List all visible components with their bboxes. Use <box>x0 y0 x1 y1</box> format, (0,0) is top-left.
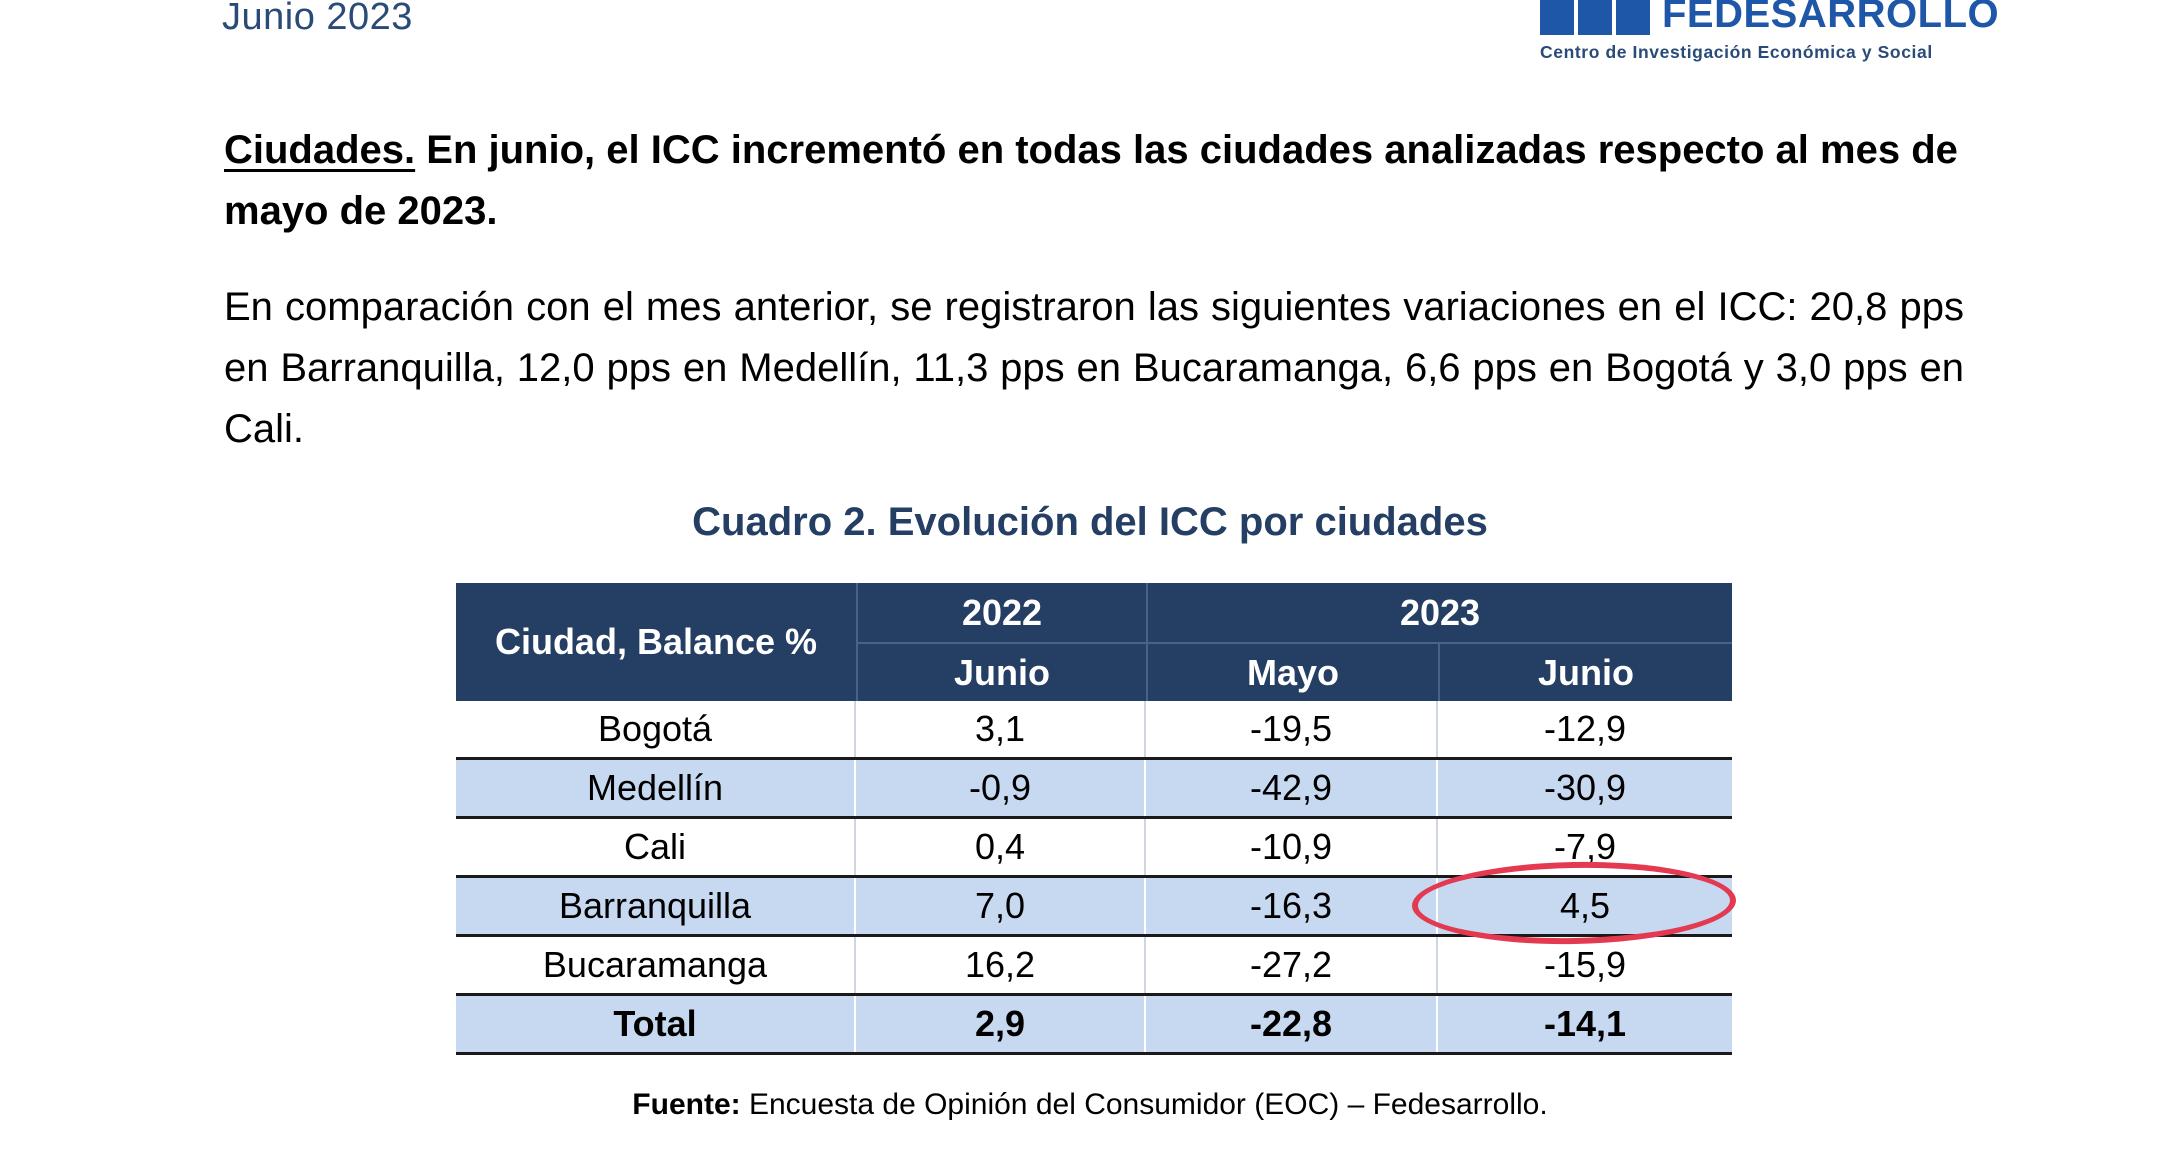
source-label: Fuente: <box>632 1088 741 1121</box>
table-row: Barranquilla 7,0 -16,3 4,5 <box>456 878 1732 937</box>
logo-name: FEDESARROLLO <box>1662 0 2000 36</box>
table-row: Medellín -0,9 -42,9 -30,9 <box>456 760 1732 819</box>
cell-jun-2023: -14,1 <box>1543 1003 1627 1044</box>
cell-jun-2022: 3,1 <box>856 701 1146 757</box>
cell-jun-2023: 4,5 <box>1559 885 1611 926</box>
cell-may-2023: -19,5 <box>1146 701 1438 757</box>
cell-jun-2023: -30,9 <box>1543 767 1627 808</box>
header-jun-2023: Junio <box>1538 651 1634 693</box>
source-note: Fuente: Encuesta de Opinión del Consumid… <box>0 1088 2180 1122</box>
table-row: Bogotá 3,1 -19,5 -12,9 <box>456 701 1732 760</box>
cell-may-2023: -42,9 <box>1146 760 1438 816</box>
cell-city: Bogotá <box>456 701 856 757</box>
table-total-row: Total 2,9 -22,8 -14,1 <box>456 996 1732 1055</box>
cell-jun-2022: -0,9 <box>856 760 1146 816</box>
cell-jun-2022: 2,9 <box>856 996 1146 1052</box>
cell-jun-2022: 0,4 <box>856 819 1146 875</box>
header-year-2022: 2022 <box>961 591 1043 633</box>
header-year-2023: 2023 <box>1399 591 1481 633</box>
cell-jun-2023: -12,9 <box>1543 708 1627 749</box>
fedesarrollo-logo: FEDESARROLLO Centro de Investigación Eco… <box>1540 0 1999 72</box>
section-heading: Ciudades. En junio, el ICC incrementó en… <box>224 120 1964 242</box>
cell-may-2023: -16,3 <box>1146 878 1438 934</box>
cell-city: Barranquilla <box>456 878 856 934</box>
table-row: Bucaramanga 16,2 -27,2 -15,9 <box>456 937 1732 996</box>
cell-city: Cali <box>456 819 856 875</box>
cell-may-2023: -10,9 <box>1146 819 1438 875</box>
logo-mark-icon <box>1540 0 1650 35</box>
cell-city: Medellín <box>456 760 856 816</box>
section-heading-label: Ciudades. <box>224 128 416 172</box>
report-date: Junio 2023 <box>222 0 413 38</box>
body-paragraph: En comparación con el mes anterior, se r… <box>224 285 1964 451</box>
cell-may-2023: -27,2 <box>1146 937 1438 993</box>
logo-subtitle: Centro de Investigación Económica y Soci… <box>1540 42 1933 62</box>
table-header: Ciudad, Balance % 2022 2023 Junio Mayo J… <box>456 583 1732 701</box>
cell-jun-2023: -7,9 <box>1553 826 1617 867</box>
icc-cities-table: Ciudad, Balance % 2022 2023 Junio Mayo J… <box>456 583 1732 1055</box>
source-text: Encuesta de Opinión del Consumidor (EOC)… <box>740 1088 1548 1121</box>
cell-jun-2023: -15,9 <box>1543 944 1627 985</box>
header-city: Ciudad, Balance % <box>494 621 818 662</box>
cell-city: Bucaramanga <box>456 937 856 993</box>
table-title: Cuadro 2. Evolución del ICC por ciudades <box>692 500 1488 544</box>
cell-may-2023: -22,8 <box>1146 996 1438 1052</box>
cell-city: Total <box>456 996 856 1052</box>
cell-jun-2022: 16,2 <box>856 937 1146 993</box>
table-row: Cali 0,4 -10,9 -7,9 <box>456 819 1732 878</box>
header-jun-2022: Junio <box>954 651 1050 693</box>
header-may-2023: Mayo <box>1246 651 1340 693</box>
cell-jun-2022: 7,0 <box>856 878 1146 934</box>
section-heading-text: En junio, el ICC incrementó en todas las… <box>224 128 1958 233</box>
